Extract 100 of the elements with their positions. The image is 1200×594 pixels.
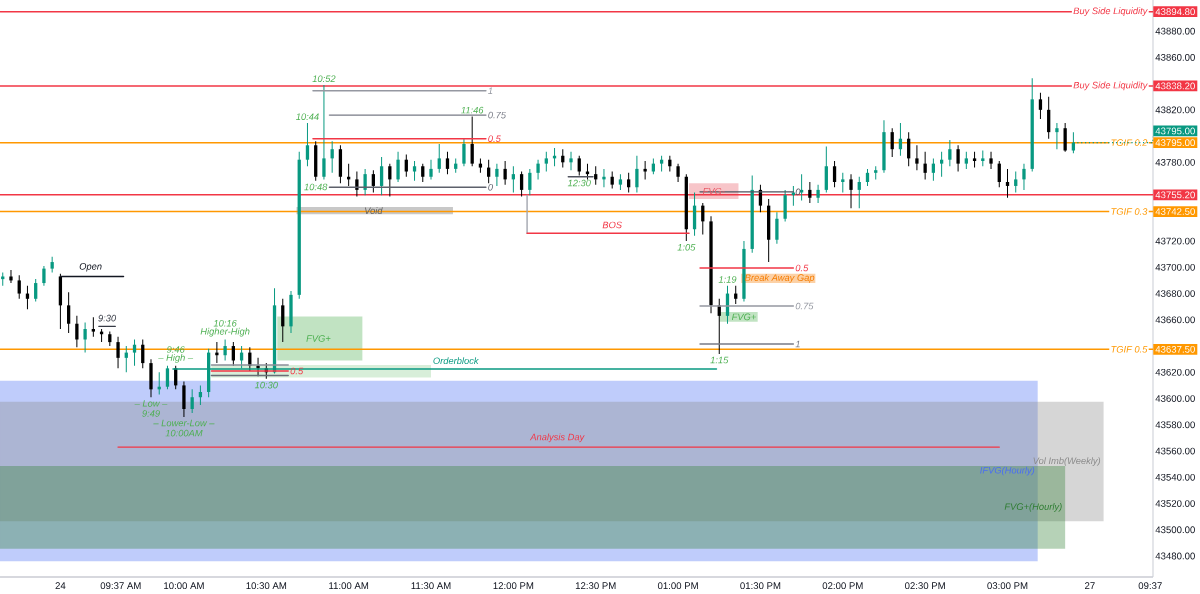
candlestick bbox=[989, 151, 993, 170]
x-tick-label: 11:30 AM bbox=[411, 582, 451, 590]
candlestick bbox=[487, 159, 491, 184]
candlestick bbox=[66, 291, 71, 334]
candlestick bbox=[388, 163, 392, 197]
y-tick-label: 43637.50 bbox=[1155, 345, 1195, 353]
candlestick bbox=[635, 155, 639, 194]
candlestick bbox=[1038, 92, 1043, 120]
annotation: 12:30 bbox=[567, 179, 591, 187]
x-tick-label: 10:30 AM bbox=[246, 582, 287, 590]
candlestick bbox=[75, 315, 79, 348]
candlestick bbox=[223, 338, 227, 361]
annotation: Higher-High bbox=[200, 327, 250, 337]
annotation: 10:30 bbox=[254, 381, 278, 389]
annotation: 11:46 bbox=[461, 106, 484, 114]
series-label: 1 bbox=[795, 340, 800, 348]
candlestick bbox=[775, 211, 779, 245]
candlestick bbox=[857, 176, 861, 209]
y-tick-label: 43742.50 bbox=[1155, 208, 1195, 215]
x2-tick-label: 09:37 bbox=[1138, 582, 1162, 590]
candlestick bbox=[799, 173, 804, 201]
y-tick-label: 43680.00 bbox=[1155, 290, 1195, 297]
candlestick bbox=[816, 184, 820, 204]
candlestick bbox=[783, 189, 787, 222]
y-tick-label: 43838.20 bbox=[1155, 82, 1195, 90]
series-label: Analysis Day bbox=[529, 433, 585, 443]
candlestick bbox=[503, 160, 507, 186]
legend-label: FVG+ bbox=[306, 335, 331, 342]
y-tick-label: 43860.00 bbox=[1155, 53, 1195, 61]
y-tick-label: 43880.00 bbox=[1155, 27, 1195, 35]
ref-line-label: Buy Side Liquidity bbox=[1073, 7, 1148, 17]
candlestick bbox=[536, 159, 540, 180]
y-tick-label: 43540.00 bbox=[1155, 473, 1195, 481]
candlestick bbox=[190, 388, 194, 414]
candlestick bbox=[1063, 122, 1067, 153]
series-label: 0 bbox=[488, 183, 493, 191]
candlestick bbox=[9, 269, 13, 284]
legend-label: Vol Imb(Weekly) bbox=[1033, 457, 1101, 466]
candlestick bbox=[627, 172, 631, 194]
candlestick bbox=[832, 160, 837, 188]
candlestick bbox=[849, 173, 853, 209]
y-tick-label: 43600.00 bbox=[1155, 395, 1195, 402]
x-tick-label: 01:30 PM bbox=[740, 582, 781, 590]
y-tick-label: 43500.00 bbox=[1155, 526, 1195, 534]
annotation: 10:16 bbox=[213, 319, 237, 327]
annotation: 10:00AM bbox=[165, 429, 203, 437]
legend-label: FVG+ bbox=[731, 313, 756, 321]
y-tick-label: 43795.00 bbox=[1155, 139, 1195, 147]
y-tick-label: 43620.00 bbox=[1155, 368, 1195, 376]
candlestick bbox=[404, 153, 408, 178]
candlestick bbox=[519, 171, 524, 197]
annotation: 9:49 bbox=[142, 410, 160, 417]
candlestick bbox=[165, 365, 170, 390]
candlestick bbox=[462, 138, 466, 167]
candlestick bbox=[437, 143, 441, 174]
candlestick bbox=[1014, 171, 1018, 194]
candlestick bbox=[643, 160, 647, 180]
series-label: Orderblock bbox=[433, 357, 479, 365]
series-label: 0.5 bbox=[488, 135, 501, 142]
x2-tick-label: 27 bbox=[1085, 582, 1095, 589]
candlestick bbox=[305, 122, 310, 167]
candlestick bbox=[915, 144, 919, 171]
candlestick bbox=[923, 151, 927, 180]
series-label: 0.75 bbox=[795, 302, 814, 310]
x-tick-label: 02:00 PM bbox=[822, 582, 863, 590]
candlestick bbox=[824, 146, 828, 194]
candlestick bbox=[429, 159, 433, 180]
series-label: 0.5 bbox=[795, 264, 809, 272]
annotation: – Low – bbox=[134, 400, 168, 407]
candlestick bbox=[396, 151, 400, 183]
series-label: 9:30 bbox=[98, 314, 117, 322]
x-tick-label: 03:00 PM bbox=[987, 582, 1028, 590]
candlestick bbox=[132, 338, 137, 367]
y-tick-label: 43720.00 bbox=[1155, 237, 1195, 245]
candlestick bbox=[956, 144, 960, 173]
candlestick bbox=[421, 163, 425, 183]
y-tick-label: 43894.80 bbox=[1155, 8, 1195, 16]
candlestick bbox=[116, 336, 120, 369]
candlestick bbox=[91, 316, 95, 338]
candlestick bbox=[412, 160, 417, 182]
candlestick bbox=[676, 163, 680, 183]
annotation: 10:52 bbox=[312, 75, 336, 82]
candlestick bbox=[371, 169, 375, 194]
ref-line-label: TGIF 0.5 bbox=[1111, 346, 1148, 353]
y-tick-label: 43560.00 bbox=[1155, 447, 1195, 455]
series-label: 1 bbox=[488, 87, 493, 95]
candlestick bbox=[569, 151, 573, 171]
y-tick-label: 43700.00 bbox=[1155, 263, 1195, 271]
y-tick-label: 43755.20 bbox=[1155, 191, 1195, 199]
candlestick bbox=[544, 151, 548, 173]
x-tick-label: 12:30 PM bbox=[575, 582, 616, 590]
annotation: 10:44 bbox=[296, 113, 319, 121]
x-tick-label: 01:00 PM bbox=[657, 582, 698, 590]
candlestick bbox=[34, 278, 38, 302]
legend-label: FVG+(Hourly) bbox=[1004, 503, 1062, 512]
ref-line-label: Buy Side Liquidity bbox=[1073, 81, 1148, 91]
annotation: – High – bbox=[158, 354, 194, 363]
candlestick bbox=[470, 115, 474, 167]
x-tick-label: 12:00 PM bbox=[493, 582, 534, 590]
series-label: BOS bbox=[602, 221, 622, 229]
